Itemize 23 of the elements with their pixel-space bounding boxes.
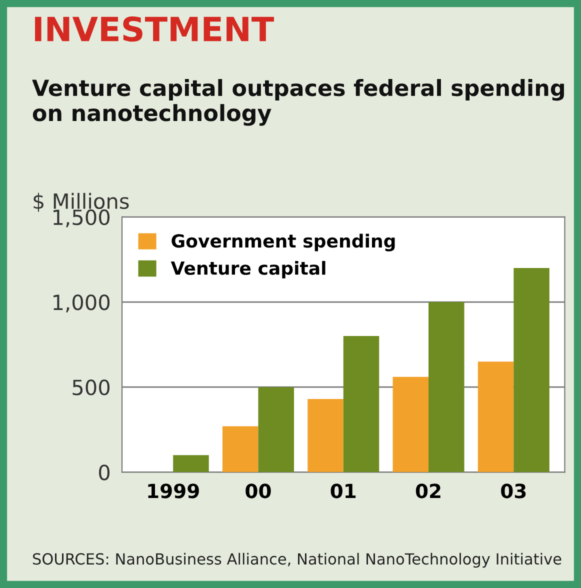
x-tick-label: 00 (246, 484, 271, 498)
y-tick-label: 0 (99, 464, 110, 480)
legend-label: Venture capital (170, 260, 326, 278)
y-tick-label: 1,500 (54, 209, 110, 228)
bar (428, 302, 464, 472)
x-tick-label: 1999 (148, 484, 199, 498)
bar (478, 362, 514, 472)
source-note: SOURCES: NanoBusiness Alliance, National NanoTechnology Initiative (32, 552, 562, 568)
y-tick-label: 1,000 (54, 294, 110, 312)
chart-title: INVESTMENT (35, 16, 274, 42)
bar (258, 387, 294, 472)
bar (222, 426, 258, 472)
bar (343, 336, 380, 472)
bar (514, 268, 550, 472)
x-tick-label: 01 (330, 484, 356, 498)
bar (308, 399, 344, 472)
bar (173, 455, 209, 472)
x-tick-label: 03 (501, 484, 526, 498)
chart-subtitle: Venture capital outpaces federal spending on nanotechnology (32, 79, 564, 126)
y-tick-label: 500 (72, 380, 110, 396)
bar (392, 376, 429, 472)
x-tick-label: 02 (416, 484, 440, 498)
legend-label: Government spending (172, 234, 395, 252)
